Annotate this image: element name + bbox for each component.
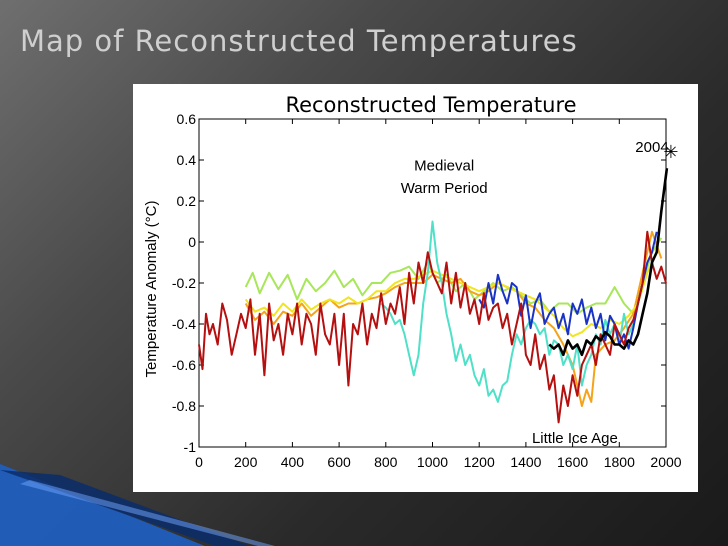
- y-tick-label: -0.4: [172, 316, 196, 332]
- x-tick-label: 1800: [604, 454, 635, 470]
- chart-panel: Reconstructed Temperature 0.6 0.4 0.2 0 -0.2…: [133, 84, 698, 492]
- y-tick-label: 0.6: [177, 111, 197, 127]
- slide-title: Map of Reconstructed Temperatures: [20, 24, 578, 58]
- accent-light-stripe: [20, 480, 275, 546]
- y-tick-label: -0.8: [172, 398, 196, 414]
- x-tick-label: 600: [327, 454, 351, 470]
- x-tick-label: 0: [195, 454, 203, 470]
- chart-annotation: Medieval: [414, 157, 474, 174]
- y-axis-label: Temperature Anomaly (°C): [143, 201, 160, 378]
- y-tick-label: -1: [184, 439, 197, 455]
- x-tick-label: 200: [234, 454, 258, 470]
- x-tick-label: 1000: [417, 454, 448, 470]
- y-tick-label: 0: [188, 234, 196, 250]
- y-tick-label: -0.2: [172, 275, 196, 291]
- series-line-black: [548, 168, 669, 357]
- y-tick-label: 0.2: [177, 193, 197, 209]
- series-line-yellow: [244, 251, 658, 338]
- x-tick-label: 1200: [464, 454, 495, 470]
- x-tick-label: 1400: [510, 454, 541, 470]
- temperature-chart: Reconstructed Temperature 0.6 0.4 0.2 0 -0.2…: [143, 93, 682, 470]
- x-tick-label: 400: [281, 454, 305, 470]
- chart-annotation: Warm Period: [401, 180, 488, 197]
- chart-title: Reconstructed Temperature: [285, 93, 576, 117]
- y-tick-label: -0.6: [172, 357, 196, 373]
- x-tick-label: 2000: [650, 454, 681, 470]
- chart-annotation: Little Ice Age: [532, 430, 618, 447]
- x-tick-label: 1600: [557, 454, 588, 470]
- y-tick-label: 0.4: [177, 152, 197, 168]
- chart-annotation: 2004: [635, 139, 668, 156]
- series-line-red: [198, 230, 667, 424]
- x-tick-label: 800: [374, 454, 398, 470]
- marker-2004-star: ✳: [663, 142, 678, 163]
